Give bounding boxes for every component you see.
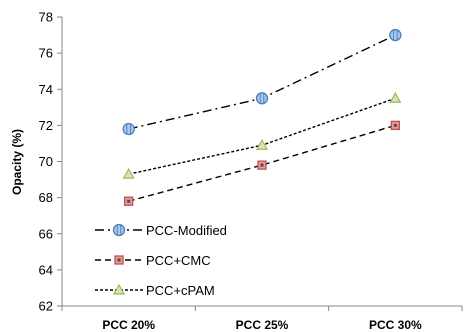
- series-pcc-modified: [122, 28, 402, 136]
- data-point: [390, 120, 400, 131]
- x-category-label: PCC 30%: [369, 318, 422, 332]
- legend-label: PCC+cPAM: [146, 283, 215, 298]
- data-point: [389, 28, 402, 42]
- y-tick-label: 70: [39, 154, 53, 169]
- y-tick-label: 68: [39, 190, 53, 205]
- legend-label: PCC+CMC: [146, 253, 211, 268]
- data-point: [124, 196, 134, 206]
- data-point: [122, 122, 135, 136]
- y-tick-label: 76: [39, 46, 53, 61]
- data-point: [255, 139, 269, 150]
- data-point: [255, 92, 269, 105]
- x-axis-categories: PCC 20% PCC 25% PCC 30%: [61, 306, 463, 332]
- series-line: [128, 124, 396, 202]
- marker-center: [127, 199, 131, 203]
- legend-item: PCC+CMC: [95, 253, 211, 268]
- marker-shape: [122, 167, 135, 179]
- legend: PCC-Modified PCC+CMC PCC+cPAM: [95, 223, 227, 298]
- legend-item: PCC-Modified: [95, 223, 227, 238]
- series-line: [128, 34, 396, 130]
- y-tick-label: 66: [39, 226, 53, 241]
- marker-shape: [112, 283, 126, 295]
- legend-marker: [112, 283, 126, 295]
- marker-shape: [389, 92, 402, 103]
- marker-center: [117, 258, 121, 262]
- legend-marker: [112, 223, 126, 237]
- data-point: [122, 167, 135, 179]
- y-tick-label: 64: [39, 262, 53, 277]
- marker-center: [393, 123, 397, 127]
- legend-marker: [114, 255, 124, 265]
- marker-center: [260, 163, 264, 167]
- data-point: [257, 160, 267, 170]
- y-axis-title: Opacity (%): [10, 129, 24, 195]
- y-tick-label: 72: [39, 118, 53, 133]
- x-category-label: PCC 20%: [102, 318, 155, 332]
- marker-shape: [122, 122, 135, 136]
- series: [122, 28, 402, 206]
- series-pcc-cpam: [122, 92, 402, 179]
- marker-shape: [112, 223, 126, 237]
- legend-label: PCC-Modified: [146, 223, 227, 238]
- data-point: [389, 92, 402, 103]
- y-axis-ticks: 62 64 66 68 70 72 74 76 78: [39, 10, 62, 314]
- marker-shape: [255, 92, 269, 105]
- marker-shape: [255, 139, 269, 150]
- y-tick-label: 78: [39, 10, 53, 25]
- marker-shape: [389, 28, 402, 42]
- legend-item: PCC+cPAM: [95, 283, 215, 298]
- y-tick-label: 62: [39, 299, 53, 314]
- series-pcc-cmc: [124, 120, 400, 206]
- x-category-label: PCC 25%: [236, 318, 289, 332]
- y-tick-label: 74: [39, 82, 53, 97]
